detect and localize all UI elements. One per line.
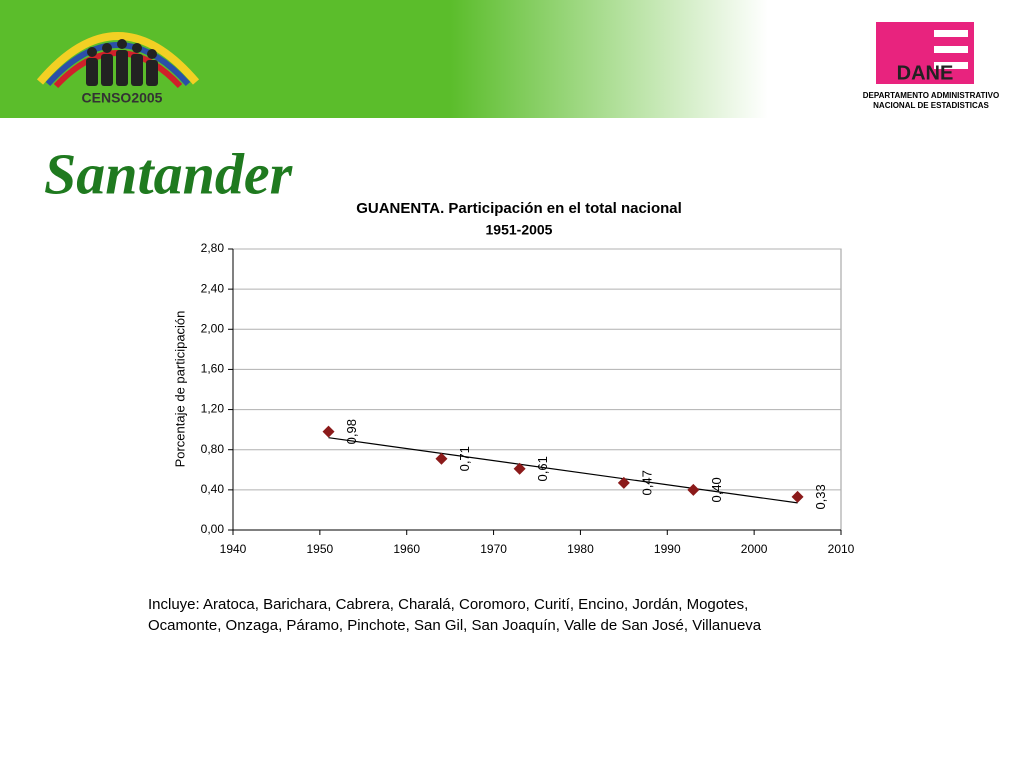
note: Incluye: Aratoca, Barichara, Cabrera, Ch… — [148, 596, 748, 613]
data-point — [687, 483, 700, 496]
agency-name: NACIONAL DE ESTADISTICAS — [873, 101, 989, 110]
y-tick-label: 2,00 — [201, 321, 225, 335]
data-label: 0,33 — [813, 484, 828, 509]
x-tick-label: 2000 — [741, 542, 768, 556]
x-tick-label: 1990 — [654, 542, 681, 556]
y-tick-label: 1,20 — [201, 402, 225, 416]
data-label: 0,71 — [457, 446, 472, 471]
trendline — [328, 437, 798, 504]
x-tick-label: 1940 — [220, 542, 247, 556]
agency-name: DEPARTAMENTO ADMINISTRATIVO — [863, 91, 999, 100]
x-tick-label: 1980 — [567, 542, 594, 556]
y-axis-label: Porcentaje de participación — [172, 311, 187, 468]
data-point — [435, 452, 448, 465]
x-tick-label: 1950 — [307, 542, 334, 556]
censo-logo — [36, 32, 200, 89]
note: Ocamonte, Onzaga, Páramo, Pinchote, San … — [148, 617, 762, 634]
chart-title: GUANENTA. Participación en el total naci… — [356, 200, 682, 217]
data-label: 0,98 — [344, 419, 359, 444]
data-label: 0,40 — [709, 477, 724, 502]
x-tick-label: 1970 — [480, 542, 507, 556]
data-point — [791, 490, 804, 503]
plot-area — [232, 248, 842, 531]
data-label: 0,61 — [535, 456, 550, 481]
y-tick-label: 0,80 — [201, 442, 225, 456]
dane-text: DANE — [897, 62, 954, 84]
x-tick-label: 1960 — [393, 542, 420, 556]
data-point — [322, 425, 335, 438]
x-tick-label: 2010 — [828, 542, 855, 556]
slide-title: Santander — [44, 141, 293, 206]
y-tick-label: 0,00 — [201, 522, 225, 536]
y-tick-label: 0,40 — [201, 482, 225, 496]
y-tick-label: 2,40 — [201, 281, 225, 295]
chart-title: 1951-2005 — [486, 222, 553, 238]
logo-text: CENSO2005 — [82, 90, 163, 106]
dane-logo — [876, 22, 974, 84]
data-label: 0,47 — [639, 470, 654, 495]
data-point — [617, 476, 630, 489]
y-tick-label: 1,60 — [201, 362, 225, 376]
data-point — [513, 462, 526, 475]
y-tick-label: 2,80 — [201, 241, 225, 255]
